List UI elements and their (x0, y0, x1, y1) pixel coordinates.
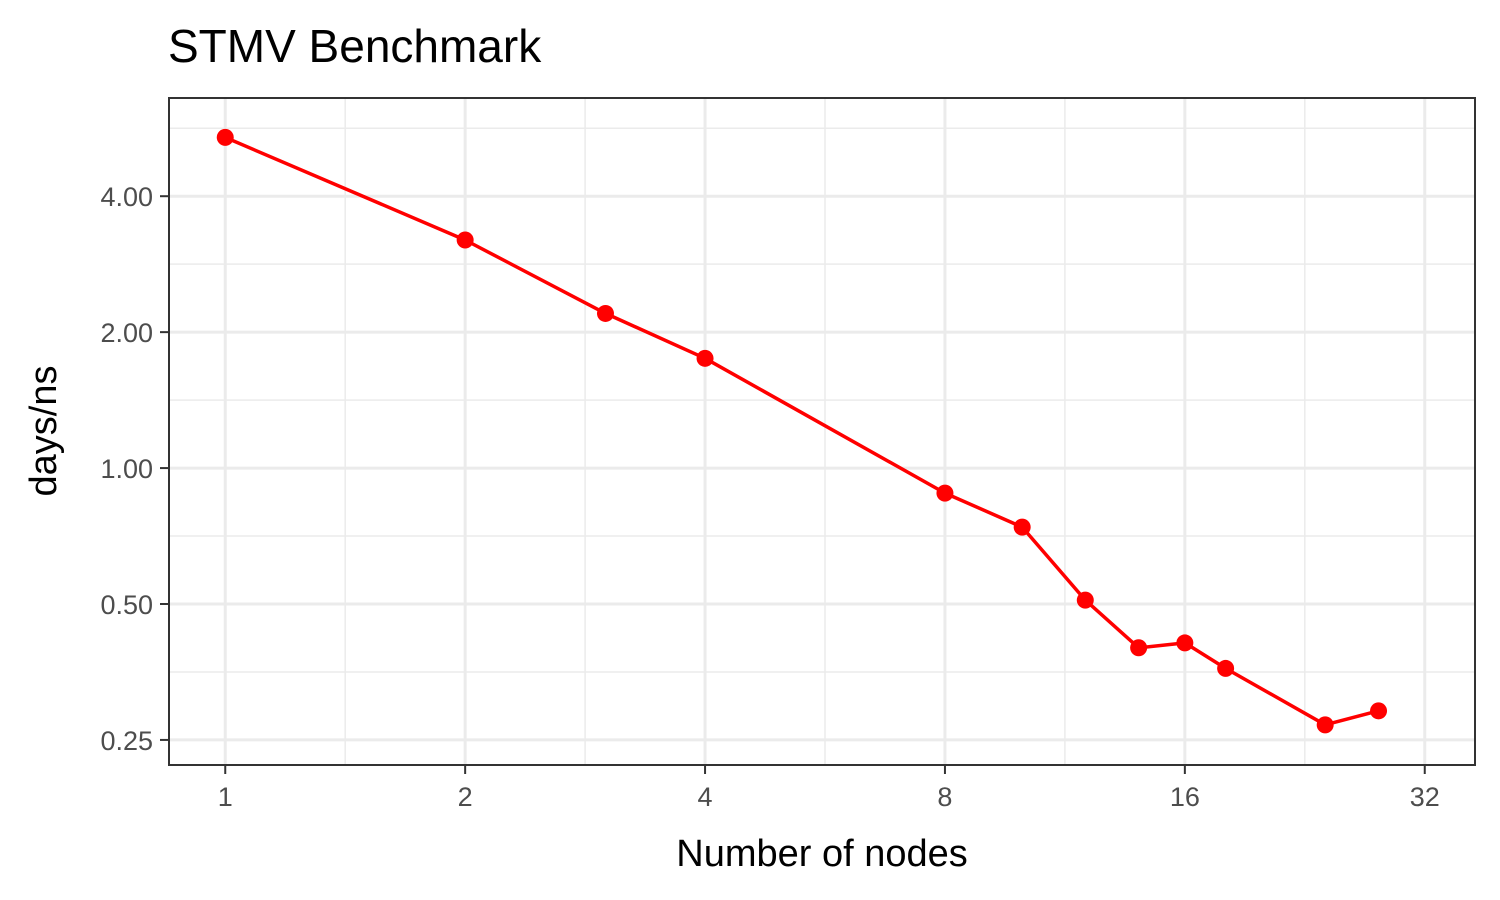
data-point (216, 128, 234, 146)
data-point (1370, 702, 1388, 720)
data-point (1217, 659, 1235, 677)
axis-ticks: 1 2 4 8 16 32 0.25 0.50 1.00 2.00 4.00 (100, 182, 1439, 812)
data-point (1130, 639, 1148, 657)
y-tick-label: 4.00 (100, 182, 153, 212)
plot-panel (168, 97, 1476, 766)
x-tick-label: 4 (698, 782, 713, 812)
series-layer (216, 128, 1388, 734)
x-tick-label: 16 (1170, 782, 1200, 812)
y-axis-title: days/ns (23, 366, 65, 497)
y-tick-label: 0.50 (100, 590, 153, 620)
chart-title: STMV Benchmark (168, 20, 542, 72)
series-line (224, 135, 1379, 727)
x-tick-label: 1 (218, 782, 233, 812)
x-axis-title: Number of nodes (676, 833, 968, 875)
data-point (696, 349, 714, 367)
x-tick-label: 8 (937, 782, 952, 812)
data-point (1316, 716, 1334, 734)
data-point (1013, 518, 1031, 536)
y-tick-label: 2.00 (100, 318, 153, 348)
data-point (1076, 591, 1094, 609)
data-point (456, 231, 474, 249)
data-point (1176, 634, 1194, 652)
y-tick-label: 1.00 (100, 454, 153, 484)
grid (169, 98, 1475, 765)
y-tick-label: 0.25 (100, 726, 153, 756)
data-point (936, 484, 954, 502)
data-point (596, 304, 614, 322)
x-tick-label: 32 (1410, 782, 1440, 812)
x-tick-label: 2 (458, 782, 473, 812)
